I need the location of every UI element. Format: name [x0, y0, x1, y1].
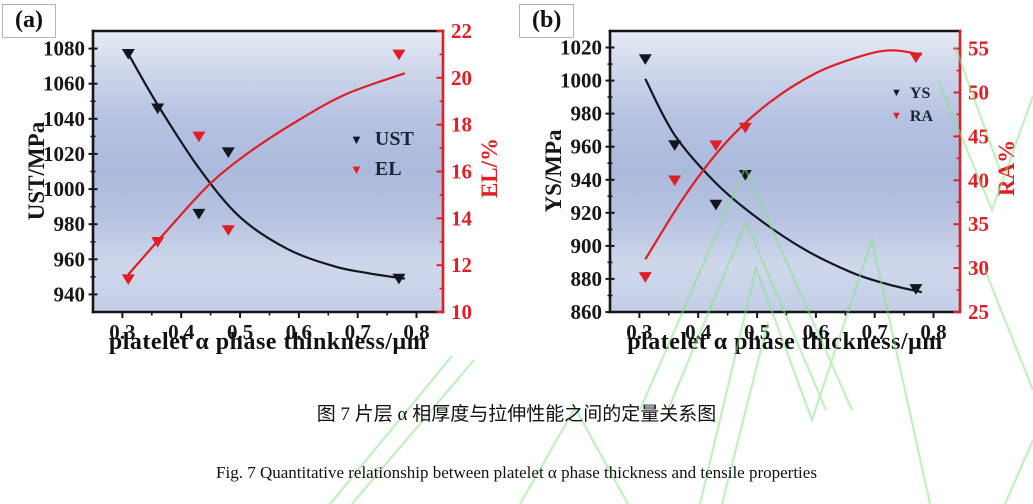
y-right-axis-title-a: EL/%: [477, 137, 502, 199]
svg-text:860: 860: [571, 300, 603, 324]
svg-text:980: 980: [571, 102, 603, 126]
svg-text:0.7: 0.7: [345, 320, 371, 344]
svg-text:22: 22: [451, 19, 472, 43]
svg-text:10: 10: [451, 300, 472, 324]
svg-text:0.6: 0.6: [286, 320, 312, 344]
legend-item-ra: ▼ RA: [891, 105, 933, 128]
svg-text:1000: 1000: [560, 69, 602, 93]
svg-text:25: 25: [968, 300, 989, 324]
svg-text:20: 20: [451, 66, 472, 90]
legend-label-ys: YS: [909, 84, 931, 102]
legend-label-ust: UST: [374, 127, 414, 150]
svg-text:0.5: 0.5: [227, 320, 253, 344]
svg-text:55: 55: [968, 37, 989, 61]
svg-text:0.4: 0.4: [168, 320, 195, 344]
caption-chinese: 图 7 片层 α 相厚度与拉伸性能之间的定量关系图: [316, 404, 717, 425]
x-axis-title-b: platelet α phase thickness/μm: [627, 329, 943, 355]
svg-text:14: 14: [451, 206, 473, 230]
svg-text:1020: 1020: [43, 142, 85, 166]
chart-panel-b: 0.3 0.4 0.5 0.6 0.7 0.8 860 880 900 920 940 960 980 1…: [517, 0, 1033, 375]
svg-text:1040: 1040: [43, 107, 85, 131]
triangle-down-icon: ▼: [891, 87, 902, 99]
caption-english: Fig. 7 Quantitative relationship between…: [216, 463, 817, 482]
svg-text:1060: 1060: [43, 72, 85, 96]
panel-label-a: (a): [2, 4, 56, 38]
svg-text:45: 45: [968, 124, 989, 148]
svg-text:40: 40: [968, 168, 989, 192]
svg-text:880: 880: [571, 267, 603, 291]
svg-text:30: 30: [968, 256, 989, 280]
legend-label-ra: RA: [909, 107, 933, 125]
chart-b-canvas: 0.3 0.4 0.5 0.6 0.7 0.88608809009209409609801…: [560, 29, 989, 344]
svg-text:35: 35: [968, 212, 989, 236]
legend-a: ▼ UST ▼ EL: [350, 124, 414, 184]
y-left-axis-title-b: YS/MPa: [541, 129, 566, 213]
svg-text:960: 960: [54, 247, 86, 271]
legend-b: ▼ YS ▼ RA: [891, 82, 933, 128]
y-right-axis-title-b: RA%: [994, 139, 1019, 197]
svg-text:18: 18: [451, 113, 472, 137]
svg-text:920: 920: [571, 201, 603, 225]
svg-text:1000: 1000: [43, 177, 85, 201]
svg-text:0.3: 0.3: [109, 320, 135, 344]
svg-text:900: 900: [571, 234, 603, 258]
legend-item-el: ▼ EL: [350, 154, 414, 184]
legend-label-el: EL: [374, 157, 402, 180]
x-axis-title-a: platelet α phase thinkness/μm: [108, 329, 428, 355]
legend-item-ust: ▼ UST: [350, 124, 414, 154]
svg-text:940: 940: [54, 282, 86, 306]
svg-text:12: 12: [451, 253, 472, 277]
y-left-axis-title-a: UST/MPa: [24, 121, 49, 221]
svg-text:960: 960: [571, 135, 603, 159]
triangle-down-icon: ▼: [350, 131, 363, 147]
svg-text:1020: 1020: [560, 36, 602, 60]
svg-text:980: 980: [54, 212, 86, 236]
svg-text:50: 50: [968, 81, 989, 105]
legend-item-ys: ▼ YS: [891, 82, 933, 105]
chart-panel-a: 0.3 0.4 0.5 0.6 0.7 0.8 940 960 980 1000 1020 1040 1…: [0, 0, 516, 375]
svg-text:16: 16: [451, 160, 472, 184]
triangle-down-icon: ▼: [891, 110, 902, 122]
svg-text:0.8: 0.8: [403, 320, 429, 344]
svg-text:1080: 1080: [43, 37, 85, 61]
panel-label-b: (b): [519, 4, 575, 38]
svg-text:940: 940: [571, 168, 603, 192]
triangle-down-icon: ▼: [350, 161, 363, 177]
chart-a-canvas: 0.3 0.4 0.5 0.6 0.7 0.89409609801000102010401…: [43, 19, 473, 344]
